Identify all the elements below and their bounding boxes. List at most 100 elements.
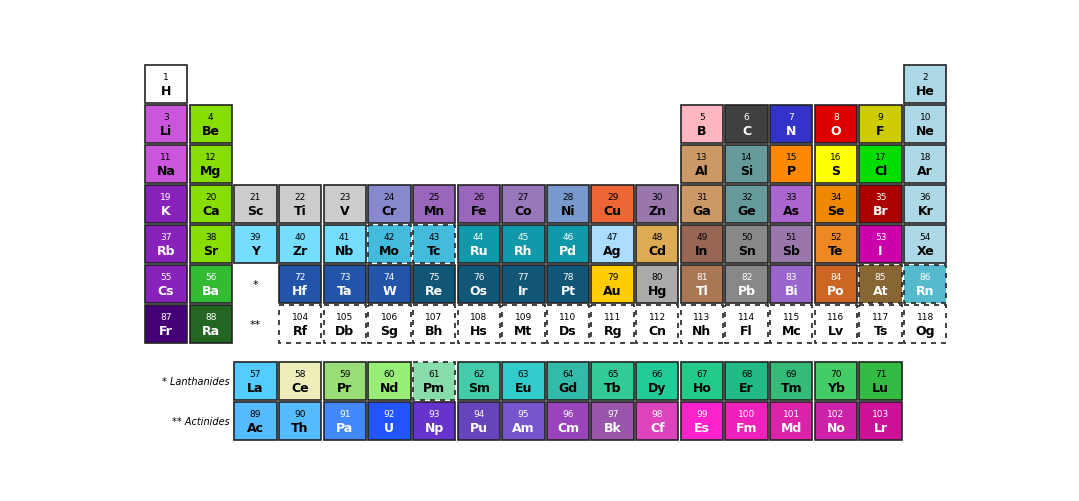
Text: 8: 8 bbox=[833, 113, 838, 122]
Text: Db: Db bbox=[336, 325, 354, 338]
Text: 105: 105 bbox=[336, 313, 353, 322]
Text: Li: Li bbox=[160, 125, 173, 138]
Bar bbox=[190, 186, 232, 223]
Bar bbox=[190, 266, 232, 303]
Text: 33: 33 bbox=[786, 192, 797, 201]
Bar bbox=[278, 363, 322, 400]
Text: 68: 68 bbox=[741, 369, 752, 378]
Bar bbox=[681, 226, 723, 264]
Text: Nh: Nh bbox=[693, 325, 712, 338]
Text: Mo: Mo bbox=[379, 245, 400, 258]
Text: Cu: Cu bbox=[603, 205, 622, 218]
Text: Lv: Lv bbox=[828, 325, 844, 338]
Text: * Lanthanides: * Lanthanides bbox=[162, 376, 230, 386]
Text: Mc: Mc bbox=[781, 325, 802, 338]
Text: Sr: Sr bbox=[203, 245, 218, 258]
Text: Ho: Ho bbox=[693, 382, 711, 395]
Text: Cl: Cl bbox=[874, 165, 887, 178]
Text: 48: 48 bbox=[652, 232, 663, 241]
Bar bbox=[637, 226, 679, 264]
Text: 85: 85 bbox=[875, 273, 886, 282]
Text: K: K bbox=[161, 205, 170, 218]
Bar bbox=[502, 186, 545, 223]
Text: 4: 4 bbox=[208, 113, 214, 122]
Text: 69: 69 bbox=[786, 369, 797, 378]
Text: Ge: Ge bbox=[737, 205, 756, 218]
Text: Es: Es bbox=[694, 421, 710, 434]
Text: 30: 30 bbox=[652, 192, 664, 201]
Bar bbox=[502, 402, 545, 440]
Text: Ds: Ds bbox=[559, 325, 577, 338]
Text: 9: 9 bbox=[877, 113, 884, 122]
Text: Er: Er bbox=[739, 382, 754, 395]
Text: Re: Re bbox=[425, 285, 443, 298]
Text: 79: 79 bbox=[606, 273, 618, 282]
Text: Te: Te bbox=[829, 245, 844, 258]
Text: Pt: Pt bbox=[560, 285, 575, 298]
Bar bbox=[637, 363, 679, 400]
Text: 51: 51 bbox=[786, 232, 797, 241]
Text: Fe: Fe bbox=[470, 205, 487, 218]
Text: Cn: Cn bbox=[648, 325, 667, 338]
Text: Kr: Kr bbox=[917, 205, 933, 218]
Text: Nd: Nd bbox=[380, 382, 399, 395]
Bar bbox=[145, 306, 188, 343]
Bar bbox=[770, 226, 812, 264]
Text: Tc: Tc bbox=[427, 245, 441, 258]
Text: 26: 26 bbox=[473, 192, 484, 201]
Text: Bk: Bk bbox=[604, 421, 622, 434]
Text: 14: 14 bbox=[741, 153, 752, 162]
Text: 86: 86 bbox=[919, 273, 931, 282]
Text: Ba: Ba bbox=[202, 285, 220, 298]
Text: 96: 96 bbox=[562, 409, 574, 418]
Text: Rn: Rn bbox=[916, 285, 934, 298]
Bar bbox=[547, 363, 589, 400]
Text: 93: 93 bbox=[428, 409, 440, 418]
Bar bbox=[815, 146, 857, 183]
Bar bbox=[591, 186, 633, 223]
Text: 87: 87 bbox=[161, 313, 172, 322]
Text: 21: 21 bbox=[249, 192, 261, 201]
Text: 114: 114 bbox=[738, 313, 755, 322]
Bar bbox=[502, 306, 545, 343]
Bar bbox=[637, 266, 679, 303]
Text: Gd: Gd bbox=[559, 382, 577, 395]
Text: Zn: Zn bbox=[648, 205, 667, 218]
Bar bbox=[278, 226, 322, 264]
Text: Bh: Bh bbox=[425, 325, 443, 338]
Bar bbox=[904, 186, 946, 223]
Text: 110: 110 bbox=[559, 313, 576, 322]
Text: Os: Os bbox=[469, 285, 488, 298]
Bar bbox=[637, 402, 679, 440]
Text: 41: 41 bbox=[339, 232, 351, 241]
Bar bbox=[725, 306, 768, 343]
Text: 97: 97 bbox=[606, 409, 618, 418]
Text: 5: 5 bbox=[699, 113, 705, 122]
Bar bbox=[413, 363, 455, 400]
Text: 115: 115 bbox=[782, 313, 800, 322]
Bar bbox=[457, 186, 500, 223]
Bar bbox=[815, 186, 857, 223]
Text: Rh: Rh bbox=[514, 245, 533, 258]
Bar bbox=[145, 226, 188, 264]
Text: Cf: Cf bbox=[650, 421, 665, 434]
Bar bbox=[681, 106, 723, 143]
Text: 95: 95 bbox=[518, 409, 529, 418]
Text: Ag: Ag bbox=[603, 245, 622, 258]
Text: 106: 106 bbox=[381, 313, 398, 322]
Text: 39: 39 bbox=[249, 232, 261, 241]
Text: Lu: Lu bbox=[872, 382, 889, 395]
Text: At: At bbox=[873, 285, 888, 298]
Bar bbox=[860, 402, 902, 440]
Bar bbox=[547, 226, 589, 264]
Text: Ce: Ce bbox=[291, 382, 309, 395]
Text: Al: Al bbox=[695, 165, 709, 178]
Text: P: P bbox=[787, 165, 796, 178]
Bar bbox=[637, 186, 679, 223]
Bar bbox=[904, 146, 946, 183]
Bar bbox=[681, 363, 723, 400]
Text: 40: 40 bbox=[295, 232, 305, 241]
Text: Sm: Sm bbox=[467, 382, 490, 395]
Text: Sn: Sn bbox=[738, 245, 755, 258]
Text: ** Actinides: ** Actinides bbox=[173, 416, 230, 426]
